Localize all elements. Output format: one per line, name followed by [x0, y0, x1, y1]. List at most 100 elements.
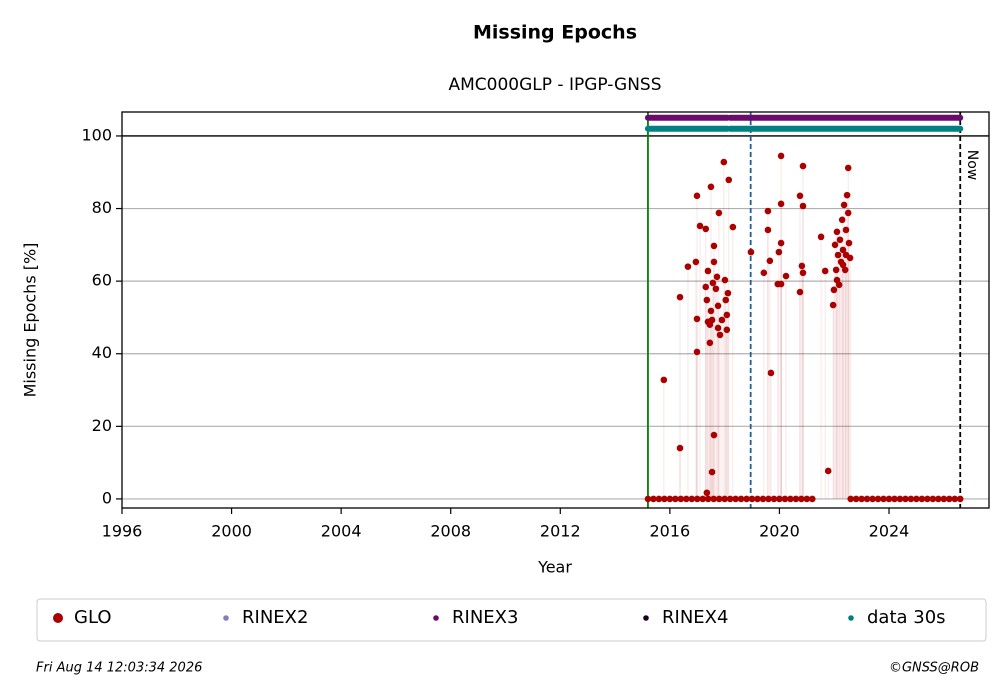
data-point — [799, 162, 807, 170]
data-point — [721, 495, 728, 503]
data-point — [918, 495, 926, 503]
data-point — [748, 495, 756, 503]
data-point — [940, 495, 948, 503]
data-point — [726, 495, 734, 503]
data-point — [842, 251, 850, 259]
y-axis-label: Missing Epochs [%] — [21, 243, 40, 398]
data-point — [666, 495, 674, 503]
data-point — [703, 489, 711, 497]
data-point — [843, 191, 851, 199]
data-point — [880, 495, 887, 503]
data-point — [725, 176, 733, 184]
data-point — [777, 152, 785, 160]
vertical-line-label: Now — [964, 150, 980, 181]
chart-title: Missing Epochs — [473, 22, 637, 44]
data-point — [693, 192, 701, 200]
data-point — [708, 316, 716, 324]
data-point — [759, 495, 767, 503]
data-point — [704, 495, 712, 503]
data-point — [777, 200, 785, 208]
legend-marker — [643, 615, 649, 621]
data-point — [655, 495, 663, 503]
data-point — [775, 248, 783, 256]
x-tick-label: 2024 — [869, 522, 910, 541]
data-point — [710, 258, 718, 266]
data-point — [720, 158, 728, 166]
data-point — [896, 495, 904, 503]
data-point — [693, 495, 701, 503]
legend-label: RINEX2 — [242, 607, 308, 628]
data-point — [935, 495, 942, 503]
data-point — [661, 495, 668, 503]
data-point — [787, 495, 794, 503]
data-point — [776, 495, 783, 503]
x-tick-label: 1996 — [102, 522, 143, 541]
data-point — [732, 495, 739, 503]
data-point — [847, 495, 854, 503]
data-point — [824, 467, 832, 475]
data-point — [766, 257, 774, 265]
data-point — [956, 495, 964, 503]
data-point — [874, 495, 882, 503]
data-point — [716, 331, 724, 339]
data-point — [839, 246, 847, 254]
data-point — [777, 280, 785, 288]
data-point — [707, 183, 715, 191]
data-point — [684, 263, 692, 270]
data-point — [743, 495, 750, 503]
x-tick-label: 2020 — [759, 522, 800, 541]
data-point — [902, 495, 909, 503]
x-tick-label: 2012 — [540, 522, 581, 541]
data-point — [830, 286, 838, 294]
footer-left: Fri Aug 14 12:03:34 2026 — [36, 661, 202, 676]
data-point — [844, 164, 852, 172]
legend-box — [36, 598, 987, 642]
data-point — [676, 293, 684, 301]
data-point — [708, 468, 716, 476]
data-point — [692, 258, 700, 266]
data-point — [672, 495, 679, 503]
data-point — [764, 226, 772, 234]
legend-marker — [433, 615, 439, 621]
data-point — [842, 226, 850, 234]
data-point — [650, 495, 657, 503]
data-point — [798, 495, 805, 503]
data-point — [710, 495, 717, 503]
chart-subtitle: AMC000GLP - IPGP-GNSS — [449, 75, 662, 95]
data-point — [951, 495, 959, 503]
data-point — [838, 216, 846, 224]
data-point — [760, 269, 768, 277]
data-point — [765, 495, 772, 503]
y-tick-label: 60 — [92, 271, 112, 290]
data-point — [724, 289, 732, 297]
data-point — [660, 376, 668, 384]
data-point — [833, 228, 841, 236]
data-point — [714, 302, 722, 310]
data-point — [839, 261, 847, 269]
data-point — [798, 262, 806, 270]
data-point — [891, 495, 898, 503]
legend-label: RINEX3 — [452, 607, 518, 628]
x-axis-label: Year — [537, 558, 572, 577]
y-tick-label: 100 — [81, 125, 112, 144]
data-point — [703, 296, 711, 304]
data-point — [683, 495, 690, 503]
x-tick-label: 2016 — [650, 522, 691, 541]
data-point — [777, 239, 785, 247]
data-point — [845, 239, 853, 247]
data-point — [929, 495, 937, 503]
data-point — [713, 273, 721, 281]
data-point — [770, 495, 778, 503]
data-point — [706, 339, 714, 347]
data-point — [723, 311, 731, 319]
data-point — [737, 495, 745, 503]
data-point — [710, 242, 718, 250]
x-tick-label: 2000 — [211, 522, 252, 541]
data-point — [699, 495, 707, 503]
data-point — [840, 201, 848, 209]
data-point — [644, 495, 652, 503]
data-point — [677, 495, 685, 503]
data-point — [858, 495, 865, 503]
data-point — [792, 495, 800, 503]
